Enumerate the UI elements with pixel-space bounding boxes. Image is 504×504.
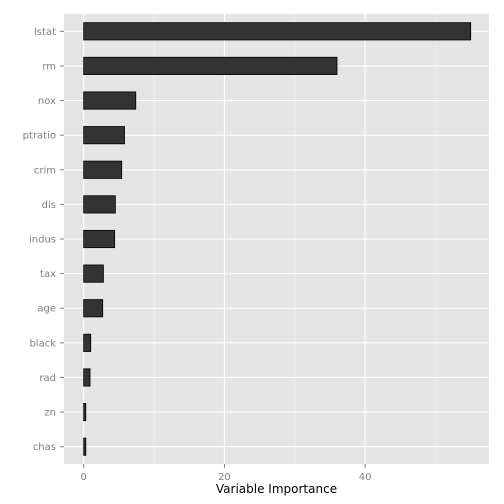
y-tick-labels: lstat rm nox ptratio crim dis indus tax age black… — [23, 27, 64, 453]
y-tick-label-lstat: lstat — [34, 27, 56, 38]
y-tick-label-rm: rm — [42, 61, 56, 72]
bar-black — [83, 333, 92, 352]
bars-group — [83, 22, 472, 456]
bar-rm — [83, 56, 338, 75]
bar-lstat — [83, 22, 472, 41]
y-tick-label-nox: nox — [38, 96, 56, 107]
bar-dis — [83, 195, 116, 214]
x-tick-label: 20 — [218, 472, 231, 483]
y-tick-label-crim: crim — [34, 165, 56, 176]
bar-age — [83, 299, 104, 318]
y-tick-label-ptratio: ptratio — [23, 131, 56, 142]
x-axis-title: Variable Importance — [216, 482, 337, 496]
bar-rad — [83, 368, 91, 387]
bar-ptratio — [83, 126, 125, 145]
y-tick-label-chas: chas — [33, 442, 56, 453]
y-tick-label-rad: rad — [39, 373, 56, 384]
bar-nox — [83, 91, 137, 110]
x-tick-label: 0 — [81, 472, 87, 483]
y-tick-label-indus: indus — [29, 235, 56, 246]
bar-indus — [83, 229, 116, 249]
x-tick-labels: 0 20 40 — [81, 464, 372, 483]
bar-chas — [83, 437, 87, 456]
y-tick-label-black: black — [29, 338, 56, 349]
x-tick-label: 40 — [359, 472, 372, 483]
bar-crim — [83, 160, 123, 179]
y-tick-label-dis: dis — [42, 200, 56, 211]
y-tick-label-tax: tax — [40, 269, 56, 280]
y-tick-label-age: age — [37, 304, 56, 315]
bar-zn — [83, 403, 87, 422]
y-tick-label-zn: zn — [44, 408, 56, 419]
bar-tax — [83, 264, 104, 283]
